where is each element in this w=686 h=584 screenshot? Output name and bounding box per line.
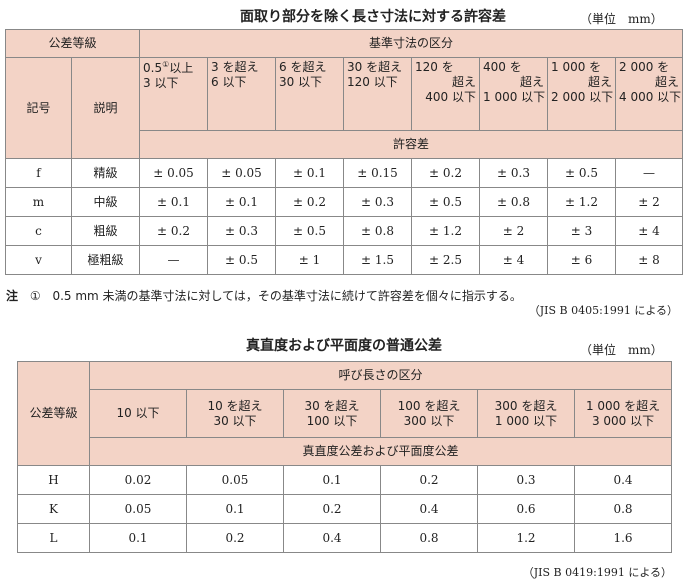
range-cell: 120 を超え 400 以下 — [411, 57, 481, 131]
tolerance-cell: 0.4 — [573, 465, 673, 495]
tolerance-cell: 0.4 — [283, 523, 381, 553]
tolerance-cell: ± 2 — [615, 187, 684, 217]
row-grade: L — [17, 523, 90, 553]
range-cell: 100 を超え 300 以下 — [380, 389, 478, 438]
tolerance-cell: — — [615, 158, 684, 188]
footnote-label: 注 — [6, 289, 19, 303]
table1-title: 面取り部分を除く長さ寸法に対する許容差 — [240, 9, 506, 25]
tolerance-cell: ± 0.1 — [139, 187, 209, 217]
tolerance-cell: 0.8 — [380, 523, 478, 553]
tolerance-header: 真直度公差および平面度公差 — [88, 437, 673, 466]
row-grade: H — [17, 465, 90, 495]
range-cell: 30 を超え 120 以下 — [343, 57, 413, 131]
tolerance-cell: 0.3 — [477, 465, 575, 495]
row-description: 精級 — [70, 158, 141, 188]
tolerance-cell: 0.1 — [186, 494, 284, 524]
tolerance-cell: 0.2 — [283, 494, 381, 524]
tolerance-cell: ± 1 — [275, 245, 345, 275]
tolerance-cell: ± 0.5 — [207, 245, 277, 275]
range-cell: 1 000 を超え 2 000 以下 — [547, 57, 617, 131]
footnote-mark: ① — [29, 289, 41, 303]
row-symbol: v — [5, 245, 72, 275]
tolerance-cell: 0.02 — [89, 465, 187, 495]
tolerance-cell: ± 4 — [615, 216, 684, 246]
tolerance-cell: ± 0.1 — [275, 158, 345, 188]
range-header: 基準寸法の区分 — [139, 29, 684, 58]
tolerance-cell: ± 0.3 — [343, 187, 413, 217]
row-symbol: c — [5, 216, 72, 246]
row-description: 中級 — [70, 187, 141, 217]
range-cell: 0.5①以上 3 以下 — [139, 57, 209, 131]
tolerance-cell: ± 6 — [547, 245, 617, 275]
range-cell: 6 を超え 30 以下 — [275, 57, 345, 131]
footnote-text: 0.5 mm 未満の基準寸法に対しては，その基準寸法に続けて許容差を個々に指示す… — [52, 289, 522, 303]
tolerance-cell: ± 0.5 — [547, 158, 617, 188]
range-cell: 400 を超え 1 000 以下 — [479, 57, 549, 131]
range-cell: 10 を超え 30 以下 — [186, 389, 284, 438]
tolerance-header: 許容差 — [139, 130, 684, 159]
tolerance-cell: 1.6 — [573, 523, 673, 553]
flatness-table: 公差等級 呼び長さの区分 10 以下 10 を超え 30 以下 30 を超え 100… — [17, 361, 673, 553]
table2-title: 真直度および平面度の普通公差 — [246, 338, 442, 354]
tolerance-cell: ± 1.5 — [343, 245, 413, 275]
tolerance-cell: 0.2 — [186, 523, 284, 553]
range-cell: 300 を超え 1 000 以下 — [477, 389, 575, 438]
tolerance-cell: 0.1 — [89, 523, 187, 553]
tolerance-cell: 0.6 — [477, 494, 575, 524]
tolerance-cell: ± 2.5 — [411, 245, 481, 275]
tolerance-cell: ± 2 — [479, 216, 549, 246]
tolerance-cell: ± 0.3 — [479, 158, 549, 188]
tolerance-cell: 0.8 — [573, 494, 673, 524]
tolerance-cell: ± 0.8 — [479, 187, 549, 217]
row-description: 粗級 — [70, 216, 141, 246]
range-cell: 10 以下 — [89, 389, 187, 438]
tolerance-cell: 0.05 — [186, 465, 284, 495]
row-grade: K — [17, 494, 90, 524]
tolerance-cell: ± 3 — [547, 216, 617, 246]
row-symbol: m — [5, 187, 72, 217]
grade-header: 公差等級 — [4, 29, 141, 58]
tolerance-cell: ± 0.5 — [275, 216, 345, 246]
tolerance-cell: ± 0.05 — [207, 158, 277, 188]
tolerance-cell: ± 0.2 — [411, 158, 481, 188]
footnote: 注 ① 0.5 mm 未満の基準寸法に対しては，その基準寸法に続けて許容差を個々… — [6, 287, 522, 304]
table2-unit: （単位 mm） — [580, 343, 663, 357]
table1-unit: （単位 mm） — [580, 12, 663, 26]
row-description: 極粗級 — [70, 245, 141, 275]
range-cell: 3 を超え 6 以下 — [207, 57, 277, 131]
description-header: 説明 — [70, 57, 141, 159]
footnote-mark: ① — [162, 60, 170, 69]
tolerance-cell: 0.2 — [380, 465, 478, 495]
tolerance-cell: ± 0.2 — [139, 216, 209, 246]
tolerance-cell: ± 0.3 — [207, 216, 277, 246]
tolerance-cell: 0.1 — [283, 465, 381, 495]
grade-header: 公差等級 — [17, 361, 90, 466]
range-cell: 30 を超え 100 以下 — [283, 389, 381, 438]
tolerance-cell: 0.05 — [89, 494, 187, 524]
tolerance-table: 公差等級 基準寸法の区分 記号 説明 0.5①以上 3 以下 3 を超え 6 以下… — [4, 29, 684, 275]
tolerance-cell: ± 8 — [615, 245, 684, 275]
table2-citation: （JIS B 0419:1991 による） — [522, 566, 672, 579]
tolerance-cell: ± 0.2 — [275, 187, 345, 217]
row-symbol: f — [5, 158, 72, 188]
symbol-header: 記号 — [5, 57, 72, 159]
tolerance-cell: ± 0.05 — [139, 158, 209, 188]
range-cell: 1 000 を超え 3 000 以下 — [573, 389, 673, 438]
tolerance-cell: ± 0.8 — [343, 216, 413, 246]
tolerance-cell: ± 0.1 — [207, 187, 277, 217]
range-cell: 2 000 を超え 4 000 以下 — [615, 57, 684, 131]
tolerance-cell: ± 0.15 — [343, 158, 413, 188]
tolerance-cell: ± 4 — [479, 245, 549, 275]
tolerance-cell: 0.4 — [380, 494, 478, 524]
tolerance-cell: ± 1.2 — [411, 216, 481, 246]
tolerance-cell: ± 0.5 — [411, 187, 481, 217]
tolerance-cell: ± 1.2 — [547, 187, 617, 217]
tolerance-cell: 1.2 — [477, 523, 575, 553]
tolerance-cell: — — [139, 245, 209, 275]
range-header: 呼び長さの区分 — [88, 361, 673, 390]
table1-citation: （JIS B 0405:1991 による） — [528, 304, 678, 317]
